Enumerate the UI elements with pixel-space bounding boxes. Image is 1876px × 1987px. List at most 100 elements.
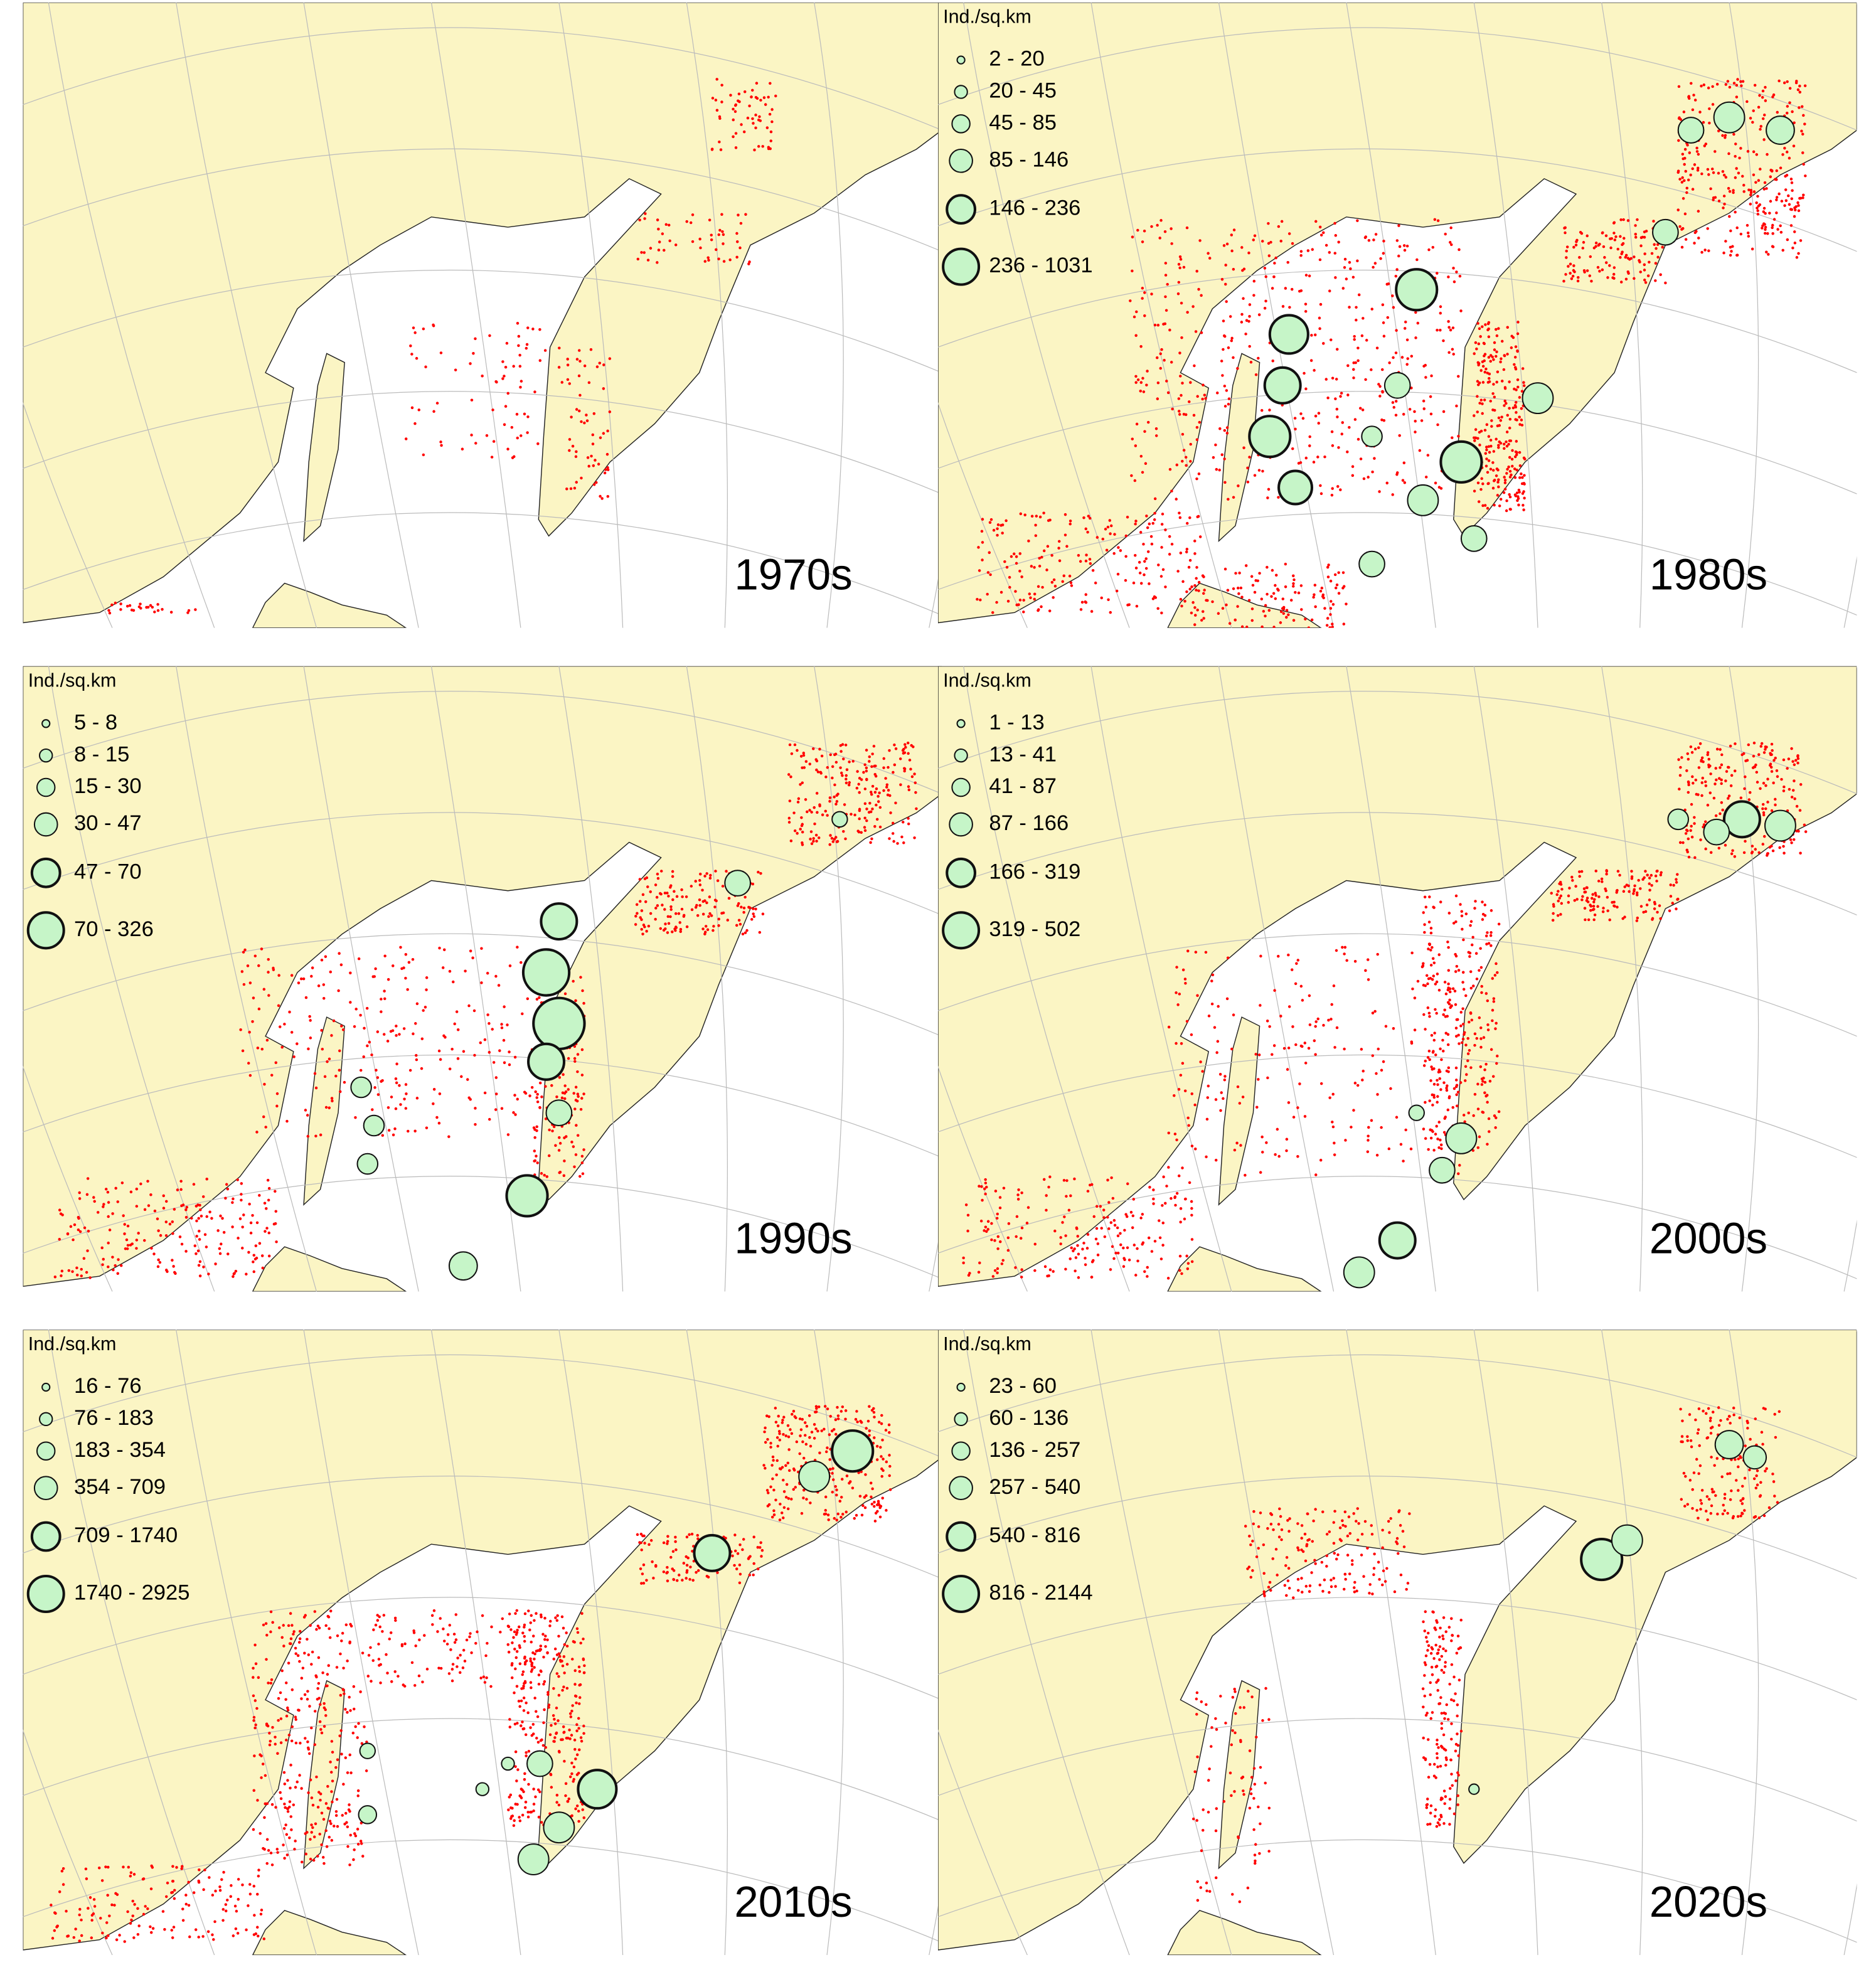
survey-dot	[1185, 550, 1188, 553]
survey-dot	[522, 1685, 525, 1688]
density-circle	[1268, 314, 1309, 355]
survey-dot	[1749, 189, 1753, 192]
survey-dot	[1717, 200, 1721, 203]
graticule	[23, 1354, 942, 1458]
survey-dot	[1771, 223, 1774, 227]
survey-dot	[878, 806, 882, 809]
survey-dot	[548, 1624, 552, 1627]
survey-dot	[855, 1513, 858, 1517]
survey-dot	[680, 888, 683, 892]
survey-dot	[1153, 497, 1157, 501]
survey-dot	[589, 348, 593, 351]
survey-dot	[1700, 794, 1703, 797]
survey-dot	[790, 1498, 793, 1501]
survey-dot	[512, 1111, 515, 1114]
survey-dot	[1800, 129, 1803, 133]
survey-dot	[865, 769, 868, 773]
survey-dot	[1188, 587, 1191, 591]
survey-dot	[1344, 1139, 1347, 1142]
survey-dot	[1225, 389, 1228, 392]
survey-dot	[526, 415, 530, 418]
survey-dot	[691, 1579, 695, 1582]
survey-dot	[1330, 338, 1333, 341]
survey-dot	[1156, 356, 1159, 360]
survey-dot	[1188, 558, 1192, 562]
survey-dot	[1016, 1198, 1020, 1201]
survey-dot	[1376, 952, 1379, 956]
survey-dot	[1757, 105, 1761, 109]
survey-dot	[1187, 565, 1191, 569]
survey-dot	[1192, 413, 1196, 417]
survey-dot	[423, 1634, 426, 1637]
survey-dot	[575, 1124, 578, 1127]
survey-dot	[1314, 1020, 1318, 1023]
survey-dot	[1323, 607, 1326, 610]
survey-dot	[1320, 587, 1324, 590]
survey-dot	[1105, 548, 1109, 552]
survey-dot	[531, 328, 535, 331]
survey-dot	[1027, 540, 1030, 543]
survey-dot	[761, 145, 764, 148]
survey-dot	[1681, 226, 1685, 230]
survey-dot	[1491, 486, 1495, 490]
survey-dot	[437, 1121, 441, 1125]
survey-dot	[826, 1446, 829, 1449]
survey-dot	[578, 393, 582, 397]
survey-dot	[858, 817, 861, 821]
survey-dot	[710, 233, 713, 237]
survey-dot	[578, 1683, 582, 1686]
survey-dot	[715, 109, 719, 112]
survey-dot	[976, 597, 979, 601]
survey-dot	[247, 1062, 250, 1065]
legend-symbol	[36, 777, 56, 797]
survey-dot	[1310, 334, 1313, 337]
survey-dot	[640, 1548, 643, 1552]
survey-dot	[998, 1196, 1002, 1199]
survey-dot	[1466, 1052, 1470, 1055]
survey-dot	[438, 946, 441, 950]
graticule	[686, 1329, 728, 1956]
survey-dot	[1343, 266, 1346, 269]
survey-dot	[1514, 345, 1518, 348]
survey-dot	[1068, 574, 1072, 578]
survey-dot	[1127, 603, 1131, 606]
survey-dot	[243, 948, 247, 952]
survey-dot	[1455, 1104, 1459, 1107]
survey-dot	[1483, 903, 1487, 907]
survey-dot	[1373, 1009, 1377, 1013]
survey-dot	[1045, 1208, 1048, 1212]
survey-dot	[1495, 437, 1498, 441]
survey-dot	[979, 1219, 983, 1223]
survey-dot	[1791, 189, 1794, 192]
survey-dot	[809, 838, 812, 841]
survey-dot	[543, 349, 547, 352]
survey-dot	[164, 1200, 168, 1203]
survey-dot	[1428, 1015, 1431, 1018]
survey-dot	[415, 1002, 419, 1006]
survey-dot	[558, 1171, 561, 1175]
survey-dot	[453, 1022, 456, 1026]
survey-dot	[870, 792, 873, 796]
survey-dot	[1335, 1026, 1339, 1030]
survey-dot	[1443, 1117, 1446, 1120]
survey-dot	[1771, 245, 1774, 248]
survey-dot	[1623, 885, 1626, 888]
survey-dot	[1176, 1003, 1180, 1006]
survey-dot	[865, 766, 868, 770]
survey-dot	[1038, 515, 1042, 519]
survey-dot	[1464, 994, 1468, 998]
survey-dot	[1483, 429, 1487, 432]
survey-dot	[112, 1268, 115, 1272]
survey-dot	[1522, 508, 1525, 511]
survey-dot	[656, 261, 659, 264]
survey-dot	[108, 1228, 112, 1232]
survey-dot	[116, 1200, 119, 1203]
survey-dot	[1793, 215, 1796, 218]
survey-dot	[891, 832, 895, 835]
survey-dot	[1639, 887, 1642, 890]
survey-dot	[1095, 536, 1099, 539]
survey-dot	[317, 1681, 321, 1685]
survey-dot	[203, 1233, 207, 1236]
survey-dot	[1239, 1144, 1242, 1147]
survey-dot	[237, 1237, 240, 1240]
